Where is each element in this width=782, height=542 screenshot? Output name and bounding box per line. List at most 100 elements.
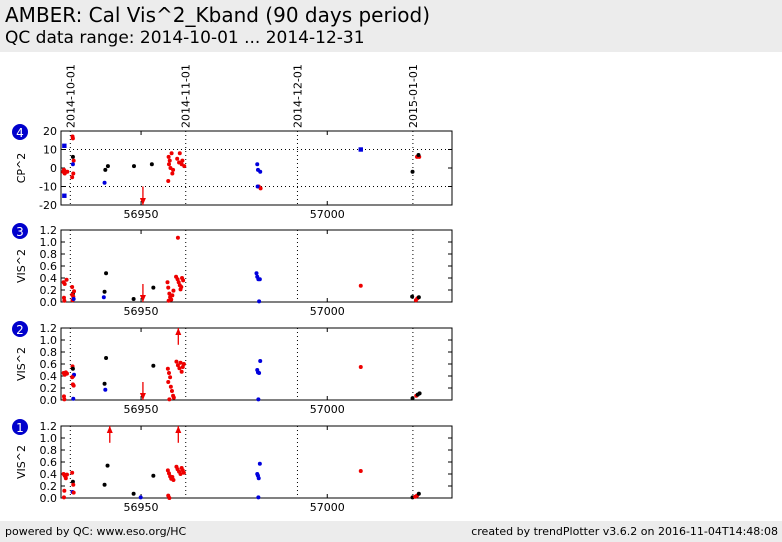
- data-point: [70, 136, 75, 141]
- page-title: AMBER: Cal Vis^2_Kband (90 days period): [5, 3, 430, 27]
- plot-frame: [60, 425, 453, 499]
- data-point: [174, 359, 179, 364]
- data-point: [358, 283, 363, 288]
- y-tick-label: 0.0: [40, 492, 58, 505]
- y-axis-label: VIS^2: [15, 347, 28, 381]
- data-point: [258, 186, 263, 191]
- data-point: [166, 371, 171, 375]
- y-tick-label: 0.6: [40, 358, 58, 371]
- data-point: [358, 469, 363, 473]
- chart-panel-4: -20 -10 0 10 20 56950 57000 CP^2 4: [12, 124, 453, 221]
- data-point: [257, 277, 262, 282]
- data-point: [416, 491, 421, 496]
- data-point: [104, 356, 109, 360]
- x-tick-label: 56950: [124, 501, 159, 514]
- y-tick-label: 0.4: [40, 272, 58, 285]
- data-point: [166, 178, 171, 183]
- data-point: [151, 473, 156, 478]
- limit-arrow-head: [139, 295, 146, 302]
- y-tick-label: 1.0: [40, 236, 58, 249]
- y-axis-label: CP^2: [15, 153, 28, 184]
- data-point: [61, 394, 66, 399]
- data-point: [71, 482, 76, 487]
- data-point: [70, 154, 75, 159]
- y-tick-label: 1.0: [40, 334, 58, 347]
- x-tick-label: 56950: [124, 208, 159, 221]
- data-point: [254, 271, 259, 276]
- data-point: [62, 488, 67, 493]
- data-point: [171, 478, 176, 482]
- data-point: [255, 162, 260, 167]
- data-point: [175, 156, 180, 161]
- data-point: [179, 369, 184, 374]
- data-point: [169, 389, 174, 393]
- y-tick-label: 0.4: [40, 370, 58, 383]
- limit-arrow-head: [139, 198, 146, 205]
- panel-badge: [12, 124, 28, 140]
- data-point: [61, 495, 66, 500]
- data-point: [70, 366, 75, 371]
- panel-badge: [12, 321, 28, 337]
- y-tick-label: 0.8: [40, 444, 58, 457]
- data-point: [104, 271, 109, 276]
- data-point: [166, 162, 171, 167]
- data-point: [70, 479, 75, 484]
- x-tick-label: 57000: [310, 305, 345, 318]
- y-tick-label: 0.4: [40, 468, 58, 481]
- data-point: [181, 278, 186, 283]
- data-point: [102, 381, 107, 386]
- data-point: [256, 397, 261, 402]
- data-point: [103, 387, 108, 392]
- data-point: [71, 396, 76, 401]
- chart-panel-1: 0.00.20.40.60.81.01.2 56950 57000 VIS^2 1: [12, 419, 453, 514]
- data-point: [165, 280, 170, 285]
- data-point: [168, 375, 173, 380]
- y-tick-label: 0.8: [40, 248, 58, 261]
- data-point: [63, 476, 68, 481]
- limit-arrow-head: [106, 426, 113, 433]
- data-point: [70, 375, 75, 380]
- y-tick-label: 20: [43, 125, 57, 138]
- x-tick-label: 56950: [124, 403, 159, 416]
- data-point: [178, 360, 183, 365]
- data-point: [177, 366, 182, 371]
- panel-badge-number: 1: [16, 421, 24, 435]
- chart-panel-2: 0.00.20.40.60.81.01.2 56950 57000 VIS^2 2: [12, 321, 453, 416]
- data-point: [62, 193, 67, 198]
- data-point: [105, 164, 110, 169]
- y-tick-label: 0.8: [40, 346, 58, 359]
- data-point: [70, 470, 75, 475]
- data-point: [71, 383, 76, 388]
- data-point: [166, 471, 171, 476]
- data-point: [171, 167, 176, 172]
- data-point: [102, 289, 107, 294]
- page-subtitle: QC data range: 2014-10-01 ... 2014-12-31: [5, 28, 365, 48]
- data-point: [178, 287, 183, 292]
- data-point: [416, 153, 421, 158]
- data-point: [175, 277, 180, 282]
- y-tick-label: 0.2: [40, 382, 58, 395]
- data-point: [71, 158, 76, 163]
- data-point: [177, 151, 182, 156]
- data-point: [171, 288, 176, 293]
- footer-generator: created by trendPlotter v3.6.2 on 2016-1…: [471, 525, 778, 538]
- data-point: [256, 495, 261, 500]
- data-point: [258, 169, 263, 174]
- data-point: [167, 496, 172, 500]
- y-tick-label: 0.6: [40, 260, 58, 273]
- y-tick-label: -20: [39, 199, 57, 212]
- y-tick-label: 0.2: [40, 480, 58, 493]
- date-label: 2014-12-01: [291, 64, 304, 128]
- data-point: [64, 472, 69, 477]
- data-point: [105, 463, 110, 468]
- data-point: [64, 277, 69, 282]
- data-point: [165, 468, 170, 473]
- plot-frame: [60, 130, 453, 206]
- data-point: [131, 297, 136, 301]
- x-tick-label: 57000: [310, 403, 345, 416]
- data-point: [170, 171, 175, 176]
- data-point: [175, 363, 180, 368]
- data-point: [167, 158, 172, 163]
- y-tick-label: 0.2: [40, 284, 58, 297]
